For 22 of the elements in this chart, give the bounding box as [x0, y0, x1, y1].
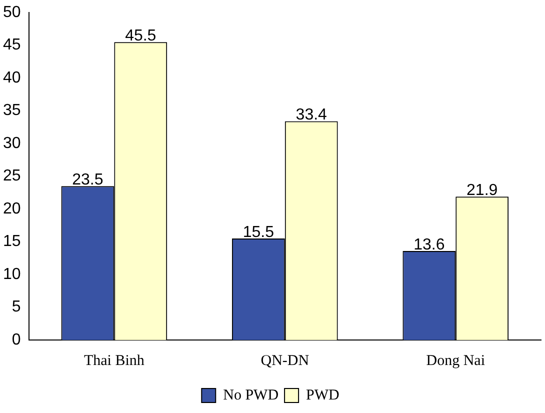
data-label: 45.5: [125, 27, 156, 44]
y-tick-label: 5: [12, 298, 21, 316]
y-tick-label: 30: [3, 134, 21, 152]
y-tick-label: 10: [3, 266, 21, 283]
y-tick-label: 0: [12, 331, 21, 348]
y-tick-label: 50: [3, 4, 21, 22]
y-tick-label: 45: [3, 36, 21, 54]
legend-label: No PWD: [223, 387, 279, 404]
y-tick-label: 25: [3, 168, 21, 185]
data-label: 13.6: [414, 236, 445, 254]
data-label: 21.9: [466, 182, 498, 200]
y-tick-label: 40: [3, 69, 21, 86]
legend-label: PWD: [306, 387, 340, 404]
x-tick-label: Dong Nai: [426, 352, 486, 369]
data-label: 15.5: [242, 224, 274, 241]
x-tick-label: Thai Binh: [84, 352, 145, 369]
y-tick-label: 35: [3, 102, 21, 120]
data-label: 33.4: [296, 106, 328, 124]
y-tick-label: 20: [3, 200, 21, 218]
y-tick-label: 15: [3, 233, 21, 250]
data-label: 23.5: [72, 172, 104, 189]
x-tick-label: QN-DN: [260, 352, 310, 369]
